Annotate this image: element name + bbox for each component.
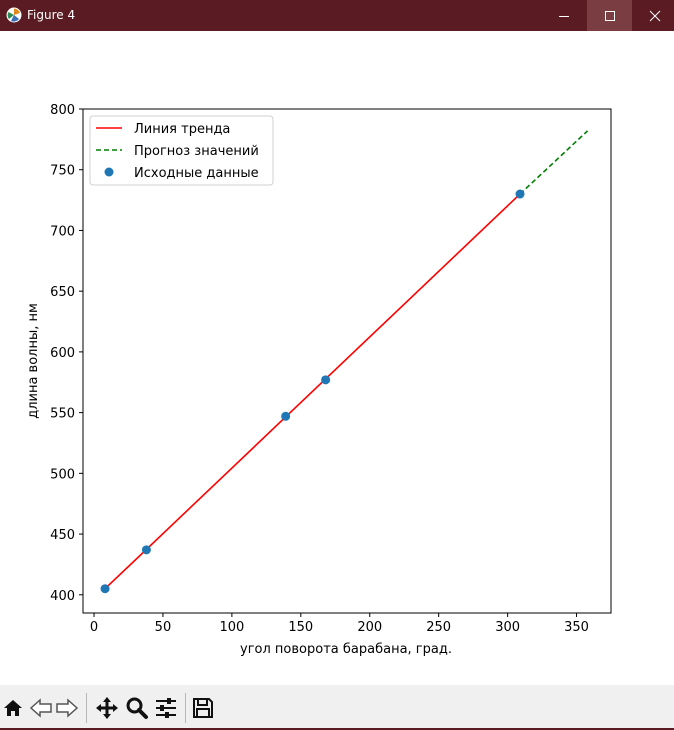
maximize-button[interactable]: [587, 0, 632, 31]
data-point: [100, 584, 110, 594]
x-tick-label: 150: [288, 620, 313, 635]
x-tick-label: 200: [357, 620, 382, 635]
window-title: Figure 4: [27, 8, 76, 22]
data-point: [515, 189, 525, 199]
y-tick-label: 600: [50, 346, 75, 361]
legend: Линия тренда Прогноз значений Исходные дан…: [89, 115, 274, 186]
save-floppy-icon: [193, 698, 213, 718]
matplotlib-icon: [6, 7, 22, 23]
legend-box: [89, 115, 274, 186]
chart: 0 50 100 150 200 250 300 350 400 450 500 550 600 650 7…: [26, 103, 612, 657]
minimize-button[interactable]: [541, 0, 586, 31]
back-button[interactable]: [28, 695, 54, 721]
y-tick-label: 500: [50, 467, 75, 482]
y-tick-label: 800: [50, 103, 75, 118]
y-tick-label: 650: [50, 285, 75, 300]
navigation-toolbar: [0, 685, 674, 730]
legend-label: Прогноз значений: [134, 144, 259, 159]
save-button[interactable]: [190, 695, 216, 721]
zoom-button[interactable]: [124, 695, 150, 721]
minimize-icon: [558, 15, 569, 17]
trend-line: [104, 193, 521, 590]
y-axis-label: длина волны, нм: [26, 303, 41, 419]
forward-arrow-icon: [56, 698, 79, 718]
data-point: [141, 545, 151, 555]
home-icon: [4, 700, 22, 716]
legend-label: Исходные данные: [134, 166, 259, 181]
y-tick-label: 400: [50, 589, 75, 604]
x-tick-label: 50: [155, 620, 172, 635]
toolbar-separator: [86, 693, 87, 723]
y-tick-label: 550: [50, 407, 75, 422]
zoom-magnifier-icon: [126, 697, 148, 719]
y-tick-label: 450: [50, 528, 75, 543]
data-point: [281, 411, 291, 421]
x-tick-label: 100: [219, 620, 244, 635]
x-tick-label: 350: [564, 620, 589, 635]
data-point: [321, 375, 331, 385]
home-button[interactable]: [0, 695, 26, 721]
x-tick-label: 0: [90, 620, 98, 635]
back-arrow-icon: [29, 698, 52, 718]
window-bottom-border: [0, 728, 674, 730]
x-tick-label: 300: [495, 620, 520, 635]
plot-area: [100, 130, 589, 594]
configure-subplots-icon: [156, 698, 176, 718]
y-tick-label: 750: [50, 164, 75, 179]
forward-button[interactable]: [54, 695, 80, 721]
maximize-icon: [604, 10, 615, 21]
y-tick-label: 700: [50, 224, 75, 239]
close-button[interactable]: [632, 0, 674, 31]
legend-swatch: [104, 167, 114, 177]
legend-label: Линия тренда: [134, 122, 230, 137]
close-icon: [649, 10, 660, 21]
x-axis-label: угол поворота барабана, град.: [240, 642, 452, 657]
pan-button[interactable]: [94, 695, 120, 721]
configure-subplots-button[interactable]: [153, 695, 179, 721]
x-tick-label: 250: [426, 620, 451, 635]
toolbar-separator: [185, 693, 186, 723]
window-titlebar: Figure 4: [0, 0, 674, 31]
pan-move-icon: [96, 697, 118, 719]
figure-canvas: 0 50 100 150 200 250 300 350 400 450 500 550 600 650 7…: [0, 31, 674, 685]
